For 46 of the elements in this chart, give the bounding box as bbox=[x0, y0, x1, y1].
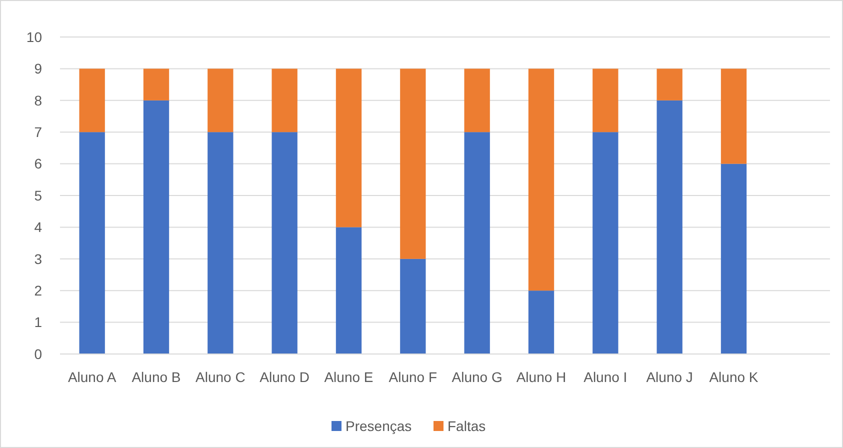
bar bbox=[656, 68, 682, 100]
bar bbox=[272, 132, 298, 354]
y-tick-label: 6 bbox=[34, 156, 42, 172]
bar bbox=[208, 132, 234, 354]
bar bbox=[592, 68, 618, 132]
bar bbox=[208, 68, 234, 132]
bar bbox=[592, 132, 618, 354]
x-tick-label: Aluno G bbox=[452, 369, 502, 385]
bar bbox=[79, 132, 105, 354]
y-tick-label: 8 bbox=[34, 92, 42, 108]
y-tick-label: 5 bbox=[34, 187, 42, 204]
bar bbox=[656, 100, 682, 354]
x-tick-label: Aluno J bbox=[646, 369, 693, 385]
y-tick-label: 9 bbox=[34, 60, 42, 77]
bar bbox=[528, 290, 554, 354]
y-tick-label: 0 bbox=[34, 346, 42, 362]
bar bbox=[272, 68, 298, 132]
y-tick-label: 2 bbox=[34, 282, 42, 298]
x-tick-label: Aluno K bbox=[709, 369, 759, 385]
bar bbox=[79, 68, 105, 132]
bar bbox=[336, 227, 362, 354]
bar bbox=[464, 68, 490, 132]
legend-label: Faltas bbox=[448, 418, 486, 434]
x-tick-label: Aluno D bbox=[260, 369, 310, 385]
bar bbox=[464, 132, 490, 354]
bar bbox=[528, 68, 554, 291]
bar bbox=[143, 68, 170, 100]
y-tick-label: 4 bbox=[34, 219, 42, 236]
x-tick-label: Aluno F bbox=[388, 369, 438, 385]
y-tick-label: 3 bbox=[34, 250, 42, 267]
bar bbox=[143, 100, 170, 354]
bar bbox=[720, 164, 747, 354]
bar bbox=[336, 68, 362, 228]
legend-label: Presenças bbox=[346, 418, 412, 434]
y-tick-label: 7 bbox=[34, 124, 42, 140]
y-tick-label: 10 bbox=[26, 28, 42, 45]
y-tick-label: 1 bbox=[34, 314, 42, 330]
x-tick-label: Aluno I bbox=[584, 369, 628, 385]
bar bbox=[400, 258, 426, 354]
x-tick-label: Aluno E bbox=[324, 369, 374, 385]
bar bbox=[400, 68, 426, 259]
x-tick-label: Aluno A bbox=[68, 369, 117, 385]
bar bbox=[720, 68, 747, 164]
x-tick-label: Aluno C bbox=[196, 369, 246, 385]
x-tick-label: Aluno B bbox=[132, 369, 181, 385]
x-tick-label: Aluno H bbox=[516, 369, 566, 385]
